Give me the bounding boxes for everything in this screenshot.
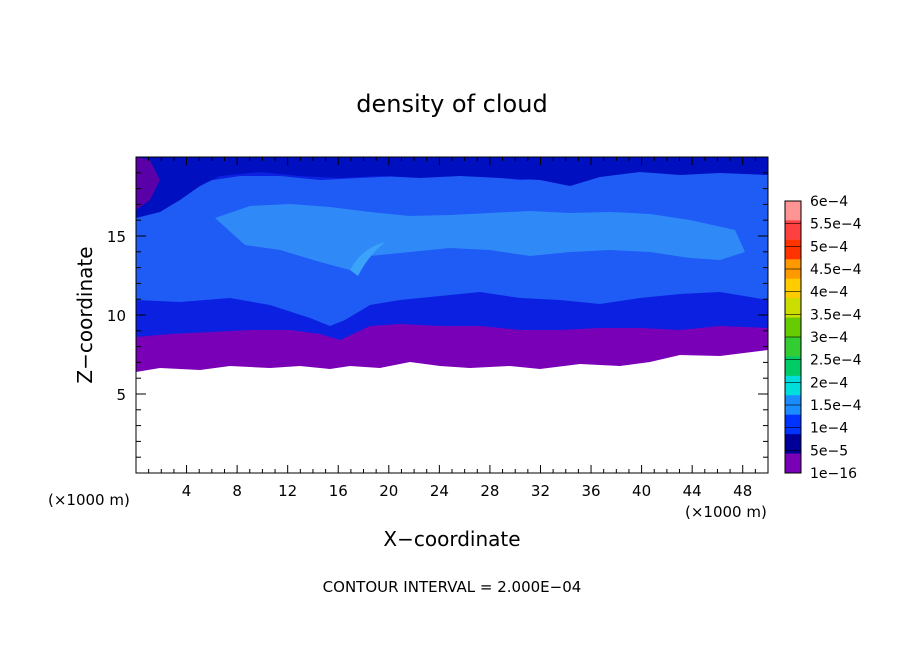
y-axis-minor-ticks <box>136 172 768 458</box>
x-tick-label: 36 <box>581 482 600 500</box>
x-tick-label: 28 <box>480 482 499 500</box>
colorbar: 6e−4 5.5e−4 5e−4 4.5e−4 4e−4 3.5e−4 3e−4 2.5e−4… <box>784 194 862 482</box>
colorbar-swatch <box>785 298 801 319</box>
colorbar-swatch <box>785 337 801 357</box>
x-axis-ticks: 4 8 12 16 20 24 28 32 36 40 44 48 <box>182 157 752 500</box>
colorbar-label: 2e−4 <box>810 375 848 391</box>
x-axis-unit: (×1000 m) <box>685 503 767 521</box>
cloud-wisp-light <box>350 242 385 276</box>
x-tick-label: 16 <box>329 482 348 500</box>
chart-title: density of cloud <box>356 90 547 118</box>
x-tick-label: 40 <box>632 482 651 500</box>
colorbar-label: 5e−5 <box>810 443 848 459</box>
contour-interval-note: CONTOUR INTERVAL = 2.000E−04 <box>323 578 582 596</box>
colorbar-label: 4.5e−4 <box>810 262 862 278</box>
y-axis-label: Z−coordinate <box>73 246 97 383</box>
colorbar-label: 1e−16 <box>810 466 857 482</box>
colorbar-swatch <box>785 434 801 455</box>
heatmap-plot-area <box>136 157 768 473</box>
cloud-layer-dark-top <box>136 157 768 218</box>
colorbar-swatch <box>785 201 801 221</box>
colorbar-swatch <box>785 278 801 299</box>
x-tick-label: 4 <box>182 482 192 500</box>
y-tick-label: 15 <box>107 228 126 246</box>
x-tick-label: 8 <box>232 482 242 500</box>
colorbar-swatch <box>785 453 801 474</box>
colorbar-swatch <box>785 317 801 338</box>
colorbar-swatch <box>785 220 801 241</box>
cloud-layer-light-blue-core <box>215 204 745 270</box>
x-tick-label: 32 <box>531 482 550 500</box>
colorbar-swatch <box>785 356 801 377</box>
x-tick-label: 24 <box>430 482 449 500</box>
x-tick-label: 48 <box>733 482 752 500</box>
y-tick-label: 5 <box>116 386 126 404</box>
y-tick-label: 10 <box>107 307 126 325</box>
y-axis-ticks: 5 10 15 <box>107 228 768 404</box>
colorbar-swatch <box>785 375 801 396</box>
y-axis-unit: (×1000 m) <box>48 491 130 509</box>
x-axis-minor-ticks <box>148 157 756 473</box>
x-tick-label: 20 <box>379 482 398 500</box>
colorbar-label: 3.5e−4 <box>810 307 862 323</box>
colorbar-swatch <box>785 414 801 435</box>
colorbar-label: 4e−4 <box>810 285 848 301</box>
colorbar-swatch <box>785 239 801 260</box>
colorbar-label: 1e−4 <box>810 421 848 437</box>
x-tick-label: 44 <box>683 482 702 500</box>
x-tick-label: 12 <box>278 482 297 500</box>
cloud-layer-left-purple-edge <box>136 157 160 210</box>
colorbar-label: 2.5e−4 <box>810 353 862 369</box>
colorbar-label: 1.5e−4 <box>810 398 862 414</box>
colorbar-label: 5e−4 <box>810 239 848 255</box>
x-axis-label: X−coordinate <box>383 527 520 551</box>
colorbar-label: 6e−4 <box>810 194 848 210</box>
colorbar-label: 3e−4 <box>810 330 848 346</box>
colorbar-label: 5.5e−4 <box>810 217 862 233</box>
